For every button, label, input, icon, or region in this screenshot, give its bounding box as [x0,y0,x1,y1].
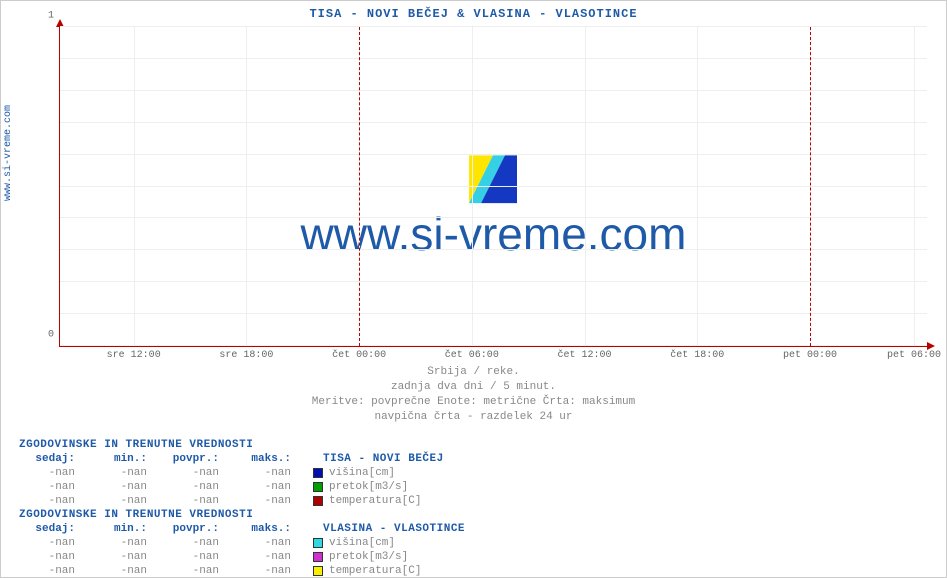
stats-data-row: -nan-nan-nan-nanpretok[m3/s] [19,550,465,564]
stats-value: -nan [235,565,307,577]
ytick-label: 0 [48,330,54,341]
series-swatch-icon [313,538,323,548]
station-name: TISA - NOVI BEČEJ [323,453,444,465]
subtitle-line: Meritve: povprečne Enote: metrične Črta:… [1,395,946,410]
subtitle-line: zadnja dva dni / 5 minut. [1,380,946,395]
stats-data-row: -nan-nan-nan-nanvišina[cm] [19,466,444,480]
station-name: VLASINA - VLASOTINCE [323,523,465,535]
x-axis-arrow-icon [927,342,935,350]
stats-header-row: sedaj:min.:povpr.:maks.: VLASINA - VLASO… [19,522,465,536]
series-label: temperatura[C] [329,495,421,507]
stats-data-row: -nan-nan-nan-nantemperatura[C] [19,494,444,508]
gridline-h [60,90,927,91]
xtick-label: čet 00:00 [332,350,386,361]
xtick-label: čet 18:00 [670,350,724,361]
stats-value: -nan [163,537,235,549]
stats-heading: ZGODOVINSKE IN TRENUTNE VREDNOSTI [19,439,444,451]
ytick-label: 1 [48,11,54,22]
gridline-h [60,313,927,314]
stats-value: -nan [91,537,163,549]
stats-value: -nan [19,565,91,577]
stats-value: -nan [19,467,91,479]
stats-value: -nan [163,467,235,479]
series-swatch-icon [313,496,323,506]
stats-col-header: maks.: [235,453,307,465]
gridline-v [914,27,915,346]
series-label: pretok[m3/s] [329,481,408,493]
stats-block-2: ZGODOVINSKE IN TRENUTNE VREDNOSTIsedaj:m… [19,509,465,578]
gridline-h [60,217,927,218]
gridline-h [60,186,927,187]
stats-col-header: sedaj: [19,453,91,465]
stats-value: -nan [19,537,91,549]
xtick-label: pet 00:00 [783,350,837,361]
series-label: pretok[m3/s] [329,551,408,563]
stats-value: -nan [235,467,307,479]
subtitle-block: Srbija / reke. zadnja dva dni / 5 minut.… [1,365,946,424]
stats-value: -nan [91,467,163,479]
gridline-v [246,27,247,346]
stats-heading: ZGODOVINSKE IN TRENUTNE VREDNOSTI [19,509,465,521]
stats-value: -nan [163,495,235,507]
gridline-v [472,27,473,346]
gridline-v [585,27,586,346]
stats-col-header: min.: [91,453,163,465]
series-label: temperatura[C] [329,565,421,577]
stats-value: -nan [91,481,163,493]
subtitle-line: navpična črta - razdelek 24 ur [1,410,946,425]
stats-value: -nan [91,565,163,577]
stats-value: -nan [235,537,307,549]
series-label: višina[cm] [329,467,395,479]
stats-data-row: -nan-nan-nan-nantemperatura[C] [19,564,465,578]
stats-value: -nan [19,495,91,507]
stats-value: -nan [19,481,91,493]
xtick-label: sre 18:00 [219,350,273,361]
gridline-h [60,26,927,27]
subtitle-line: Srbija / reke. [1,365,946,380]
stats-header-row: sedaj:min.:povpr.:maks.: TISA - NOVI BEČ… [19,452,444,466]
gridline-h [60,58,927,59]
stats-value: -nan [19,551,91,563]
gridline-h [60,345,927,346]
gridline-v [697,27,698,346]
xtick-label: sre 12:00 [107,350,161,361]
stats-col-header: sedaj: [19,523,91,535]
site-label-vertical: www.si-vreme.com [3,105,14,201]
stats-value: -nan [235,551,307,563]
series-swatch-icon [313,468,323,478]
day-divider [359,27,360,346]
gridline-h [60,249,927,250]
xtick-label: čet 12:00 [558,350,612,361]
stats-value: -nan [91,551,163,563]
stats-value: -nan [163,481,235,493]
gridline-h [60,154,927,155]
stats-block-1: ZGODOVINSKE IN TRENUTNE VREDNOSTIsedaj:m… [19,439,444,508]
series-swatch-icon [313,552,323,562]
gridline-h [60,281,927,282]
gridline-v [134,27,135,346]
gridline-h [60,122,927,123]
stats-col-header: maks.: [235,523,307,535]
stats-value: -nan [163,551,235,563]
stats-value: -nan [235,481,307,493]
stats-col-header: povpr.: [163,453,235,465]
stats-value: -nan [235,495,307,507]
series-swatch-icon [313,482,323,492]
day-divider [810,27,811,346]
chart-title: TISA - NOVI BEČEJ & VLASINA - VLASOTINCE [1,7,946,21]
chart-plot-area: www.si-vreme.com 01sre 12:00sre 18:00čet… [59,27,927,347]
series-swatch-icon [313,566,323,576]
stats-value: -nan [163,565,235,577]
stats-data-row: -nan-nan-nan-nanpretok[m3/s] [19,480,444,494]
xtick-label: pet 06:00 [887,350,941,361]
stats-data-row: -nan-nan-nan-nanvišina[cm] [19,536,465,550]
stats-col-header: povpr.: [163,523,235,535]
watermark-logo-icon [470,155,518,203]
series-label: višina[cm] [329,537,395,549]
xtick-label: čet 06:00 [445,350,499,361]
stats-col-header: min.: [91,523,163,535]
stats-value: -nan [91,495,163,507]
